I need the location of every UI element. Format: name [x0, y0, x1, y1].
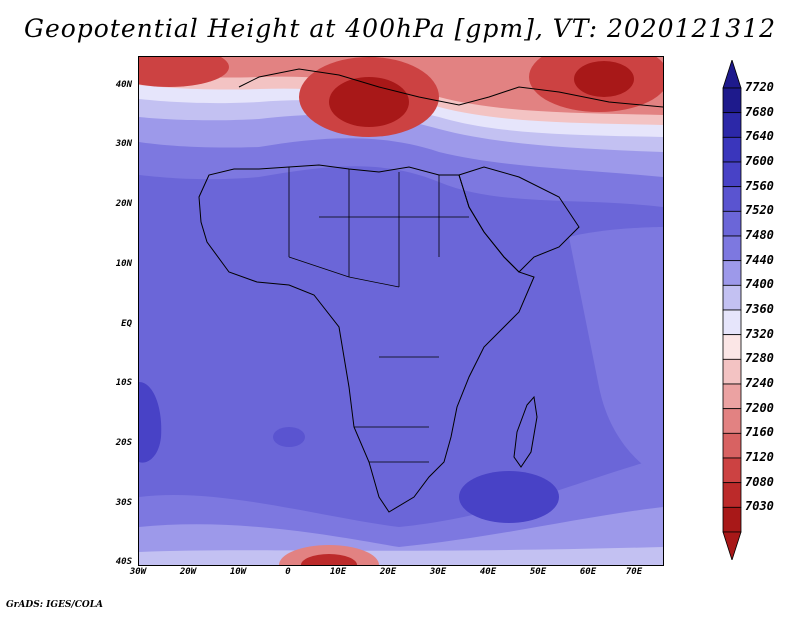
- colorbar-level-label: 7080: [745, 474, 774, 489]
- colorbar-swatch: [722, 210, 742, 237]
- lon-label-20e: 20E: [379, 567, 397, 577]
- colorbar-level-label: 7320: [745, 326, 774, 341]
- colorbar-swatch: [722, 309, 742, 336]
- lon-label-10w: 10W: [229, 567, 247, 577]
- colorbar-swatch: [722, 457, 742, 484]
- colorbar-level-label: 7200: [745, 400, 774, 415]
- colorbar-swatch: [722, 383, 742, 410]
- lon-label-50e: 50E: [529, 567, 547, 577]
- madagascar-coastline: [513, 395, 538, 468]
- colorbar-bottom-arrow: [722, 531, 742, 560]
- colorbar-swatch: [722, 260, 742, 286]
- lat-label-eq: EQ: [121, 319, 132, 329]
- africa-coastline: [198, 164, 535, 513]
- lon-label-20w: 20W: [179, 567, 197, 577]
- colorbar-swatch: [722, 161, 742, 188]
- colorbar-level-label: 7240: [745, 376, 774, 390]
- lat-label-40s: 40S: [115, 557, 132, 567]
- colorbar-level-label: 7440: [745, 252, 774, 267]
- lon-label-30e: 30E: [429, 567, 447, 577]
- colorbar-level-label: 7160: [745, 425, 774, 440]
- lon-label-0: 0: [285, 567, 291, 577]
- map-title: Geopotential Height at 400hPa [gpm], VT:…: [23, 14, 777, 43]
- colorbar-level-label: 7120: [745, 450, 774, 464]
- colorbar-level-label: 7400: [745, 277, 774, 292]
- lon-label-40e: 40E: [479, 567, 497, 577]
- lon-label-30w: 30W: [129, 567, 147, 577]
- colorbar-swatch: [722, 482, 742, 508]
- colorbar-level-label: 7560: [745, 178, 774, 193]
- lat-label-30n: 30N: [115, 139, 132, 149]
- field-high-atlantic: [139, 382, 162, 463]
- colorbar: [722, 60, 742, 560]
- colorbar-top-arrow: [722, 60, 742, 89]
- colorbar-level-label: 7720: [745, 80, 774, 94]
- lon-label-60e: 60E: [579, 567, 597, 577]
- colorbar-level-label: 7600: [745, 154, 774, 168]
- colorbar-swatch: [722, 112, 742, 138]
- lon-label-10e: 10E: [329, 567, 347, 577]
- field-high-2: [273, 427, 305, 447]
- country-borders: [288, 167, 469, 463]
- colorbar-swatch: [722, 432, 742, 459]
- field-low-iran-core: [574, 61, 634, 97]
- colorbar-level-label: 7360: [745, 302, 774, 316]
- colorbar-swatch: [722, 506, 742, 533]
- lat-label-10n: 10N: [115, 259, 132, 269]
- colorbar-swatch: [722, 186, 742, 212]
- colorbar-swatch: [722, 358, 742, 385]
- lat-label-30s: 30S: [115, 498, 132, 508]
- lat-label-20n: 20N: [115, 199, 132, 209]
- lon-label-70e: 70E: [625, 567, 643, 577]
- arabia-coastline: [458, 166, 580, 273]
- map-panel: [138, 56, 664, 566]
- colorbar-level-label: 7030: [745, 499, 774, 514]
- colorbar-level-label: 7640: [745, 129, 774, 144]
- colorbar-level-label: 7520: [745, 203, 774, 218]
- colorbar-level-label: 7280: [745, 351, 774, 366]
- lat-label-20s: 20S: [115, 438, 132, 448]
- geopotential-map: [139, 57, 663, 565]
- colorbar-swatch: [722, 87, 742, 114]
- grads-credit: GrADS: IGES/COLA: [6, 600, 104, 610]
- field-low-south-core: [301, 554, 357, 565]
- colorbar-swatch: [722, 235, 742, 262]
- colorbar-swatch: [722, 334, 742, 360]
- colorbar-swatch: [722, 284, 742, 311]
- europe-coastline: [238, 68, 663, 108]
- colorbar-level-label: 7680: [745, 104, 774, 119]
- colorbar-swatch: [722, 408, 742, 434]
- field-high-indian: [459, 471, 559, 523]
- field-band-south-3: [139, 547, 663, 565]
- field-low-atlantic: [139, 57, 229, 87]
- colorbar-level-label: 7480: [745, 228, 774, 242]
- lat-label-40n: 40N: [115, 80, 132, 90]
- lat-label-10s: 10S: [115, 378, 132, 388]
- field-east-light: [569, 227, 663, 477]
- colorbar-swatch: [722, 136, 742, 163]
